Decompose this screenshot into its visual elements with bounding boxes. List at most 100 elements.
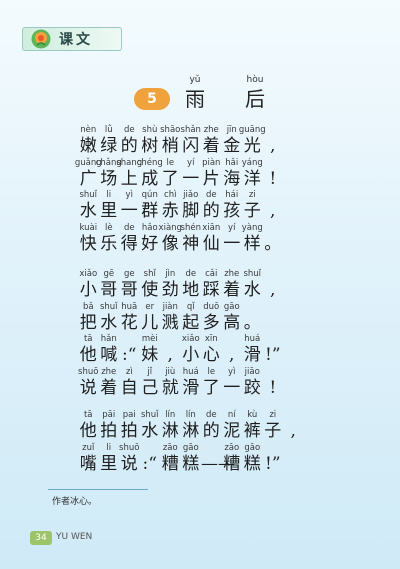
ruby-char: le 了	[201, 366, 222, 398]
ruby-char: shǐ 使	[140, 268, 161, 300]
pinyin: shǐ	[143, 269, 156, 279]
hanzi: 光	[243, 136, 261, 156]
hanzi: 。	[243, 312, 261, 333]
pinyin: hǎo	[141, 222, 158, 233]
hanzi: 成	[141, 168, 159, 189]
hanzi: 上	[120, 168, 138, 189]
pinyin: zhe	[101, 366, 117, 377]
hanzi: 一	[223, 377, 241, 398]
poem-line: nèn 嫩 lǜ 绿 de 的 shù 树 shāo 梢 shǎn 闪 zhe 着 jīn 金 guāng 光,	[78, 124, 283, 156]
ruby-char: shuō 说	[119, 442, 140, 474]
ruby-char: gāo 高	[222, 301, 243, 333]
ruby-char: ge 哥	[119, 268, 140, 300]
ruby-char: shuō 说	[78, 366, 99, 398]
ruby-char: jīn 金	[222, 124, 243, 156]
pinyin: yì	[228, 366, 236, 377]
ruby-char: lín 淋	[160, 409, 181, 441]
hanzi: 拍	[120, 421, 138, 441]
pinyin: zuǐ	[82, 442, 95, 453]
ruby-char: le 了	[160, 157, 181, 189]
pinyin: jìn	[165, 269, 176, 279]
pinyin: shuǐ	[243, 269, 262, 279]
hanzi: 洋	[243, 168, 261, 189]
pinyin: shuǐ	[99, 301, 118, 312]
hanzi: 妹	[141, 345, 159, 365]
hanzi: 脚	[182, 201, 200, 221]
pinyin	[277, 409, 310, 421]
hanzi: 淋	[182, 421, 200, 441]
hanzi: 溅	[161, 312, 179, 333]
ruby-char: de 地	[181, 268, 202, 300]
ruby-char: chéng 成	[137, 157, 163, 189]
hanzi: ,	[290, 421, 296, 441]
ruby-char: chì 赤	[160, 189, 181, 221]
pinyin: jiù	[165, 366, 176, 377]
ruby-char: zì 自	[119, 366, 140, 398]
pinyin: shuō	[119, 442, 140, 453]
pinyin: mèi	[141, 334, 158, 344]
ruby-char: xiǎo 小	[181, 333, 202, 365]
ruby-char: piàn 片	[201, 157, 222, 189]
ruby-char: chǎng 场	[96, 157, 122, 189]
hanzi: 哥	[120, 280, 138, 300]
title-hanzi: 雨	[185, 87, 205, 111]
hanzi: 糟	[223, 453, 241, 474]
ruby-char: gē 哥	[99, 268, 120, 300]
hanzi: 仙	[202, 233, 220, 254]
pinyin: ní	[227, 410, 236, 420]
ruby-char: mèi 妹	[140, 333, 161, 365]
hanzi: ,	[270, 136, 276, 156]
ruby-char: tā 他	[78, 409, 99, 441]
hanzi: 使	[141, 280, 159, 300]
ruby-char: pai 拍	[119, 409, 140, 441]
hanzi: ,	[270, 201, 276, 221]
ruby-char: zāo 糟	[222, 442, 243, 474]
pinyin: hái	[225, 190, 239, 200]
page-number: 34	[30, 531, 52, 545]
poem-line: shuō 说 zhe 着 zì 自 jǐ 己 jiù 就 huá 滑 le 了 yì 一 jiāo 跤!	[78, 366, 283, 398]
pinyin: zāo	[224, 442, 240, 453]
pinyin: piàn	[202, 157, 221, 168]
pinyin: qǐ	[186, 301, 195, 312]
section-label: 课文	[59, 32, 93, 48]
punctuation: ,	[263, 268, 284, 300]
ruby-char: qún 群	[140, 189, 161, 221]
poem-line: tā 他 pāi 拍 pai 拍 shuǐ 水 lín 淋 lín 淋 de 的 ní 泥 kù 裤 zi 子,	[78, 409, 304, 441]
hanzi: 的	[120, 136, 138, 156]
hanzi: 子	[264, 421, 282, 441]
hanzi: :“	[122, 345, 137, 365]
hanzi: 说	[79, 377, 97, 398]
ruby-char: kuài 快	[78, 222, 99, 254]
pinyin: xiàng	[158, 222, 182, 233]
hanzi: 他	[79, 421, 97, 441]
hanzi: 哥	[100, 280, 118, 300]
hanzi: 赤	[161, 201, 179, 221]
pinyin	[257, 189, 290, 201]
pinyin: jiǎo	[183, 190, 199, 200]
pinyin: le	[207, 366, 216, 377]
ruby-char: pāi 拍	[99, 409, 120, 441]
ruby-char: cǎi 踩	[201, 268, 222, 300]
pinyin: shuō	[78, 366, 99, 377]
title-pinyin: hòu	[246, 75, 264, 85]
hanzi: 劲	[161, 280, 179, 300]
ruby-char: huá 滑	[181, 366, 202, 398]
hanzi: 滑	[243, 345, 261, 365]
hanzi: 糟	[161, 453, 179, 474]
footnote-divider	[48, 489, 148, 490]
ruby-char: yàng 样	[242, 222, 263, 254]
hanzi: 儿	[141, 312, 159, 333]
ruby-char: shuǐ 水	[242, 268, 263, 300]
punctuation: ,	[283, 409, 304, 441]
punctuation: ,	[160, 333, 181, 365]
ruby-char: li 里	[99, 442, 120, 474]
ruby-char: shǎn 闪	[181, 124, 202, 156]
title-char: yǔ 雨	[180, 74, 210, 112]
pinyin	[257, 442, 290, 454]
pinyin: xiǎo	[79, 269, 98, 279]
hanzi: 像	[161, 233, 179, 254]
pinyin: er	[145, 301, 155, 312]
pinyin: xiān	[202, 222, 221, 233]
hanzi: 滑	[182, 377, 200, 398]
ruby-char: shang 上	[116, 157, 142, 189]
